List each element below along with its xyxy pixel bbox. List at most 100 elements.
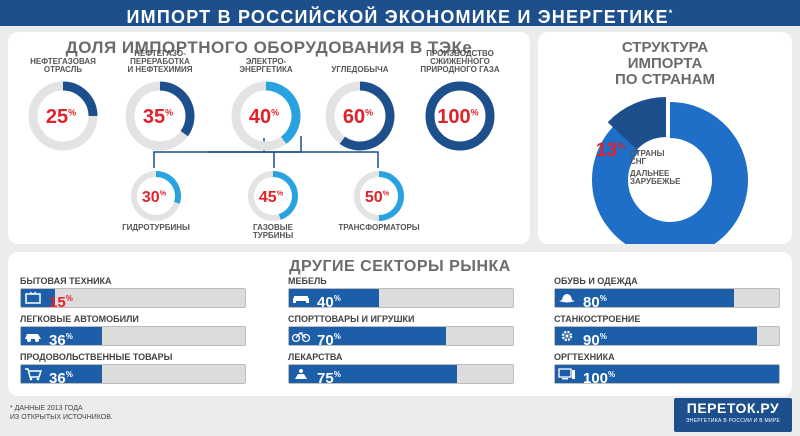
structure-title: СТРУКТУРА ИМПОРТА ПО СТРАНАМ xyxy=(538,40,792,88)
pie-label-far-abroad: ДАЛЬНЕЕ ЗАРУБЕЖЬЕ xyxy=(630,169,681,186)
donut-arc xyxy=(272,171,298,220)
donut-arc xyxy=(425,81,495,151)
donut-top-4: 100% ПРОИЗВОДСТВО СЖИЖЕННОГО ПРИРОДНОГО ГАЗ… xyxy=(420,49,500,151)
donut-unit: % xyxy=(271,108,279,118)
pie-hole xyxy=(629,139,711,221)
donut-arc xyxy=(265,81,301,144)
bar-value: 100% xyxy=(583,370,616,387)
structure-title-line: ПО СТРАНАМ xyxy=(615,71,715,88)
bar-label: СПОРТТОВАРЫ И ИГРУШКИ xyxy=(288,314,415,324)
donut-unit: % xyxy=(165,108,173,118)
teke-panel: ДОЛЯ ИМПОРТНОГО ОБОРУДОВАНИЯ В ТЭКе 25% Н… xyxy=(8,32,530,244)
donut-label: ГИДРОТУРБИНЫ xyxy=(122,223,190,232)
donut-unit: % xyxy=(160,189,167,198)
bar-value: 36% xyxy=(49,332,73,349)
teke-donut-chart: 25% НЕФТЕГАЗОВАЯ ОТРАСЛЬ 35% НЕФТЕГАЗО-ПЕРЕР… xyxy=(28,49,500,240)
teke-title: ДОЛЯ ИМПОРТНОГО ОБОРУДОВАНИЯ В ТЭКе xyxy=(65,38,473,57)
bar-track: 75% xyxy=(288,364,514,387)
donut-unit: % xyxy=(365,108,373,118)
donut-unit: % xyxy=(68,108,76,118)
donut-arc xyxy=(159,81,195,137)
donut-value: 30% xyxy=(142,189,167,206)
connector-lines xyxy=(153,136,379,168)
computer-icon xyxy=(556,366,578,382)
donut-top-1: 35% НЕФТЕГАЗО-ПЕРЕРАБОТКА И НЕФТЕХИМИЯ xyxy=(125,49,195,151)
donut-value: 35% xyxy=(143,106,173,128)
donut-sub-1: 45% ГАЗОВЫЕ ТУРБИНЫ xyxy=(248,171,298,240)
car-icon xyxy=(22,328,44,344)
donut-value: 25% xyxy=(46,106,76,128)
footnote: * ДАННЫЕ 2013 ГОДА ИЗ ОТКРЫТЫХ ИСТОЧНИКОВ… xyxy=(10,404,113,422)
pie-unit: % xyxy=(617,141,625,151)
donut-arc xyxy=(62,81,98,117)
bar-fill xyxy=(289,327,446,345)
medicine-icon xyxy=(290,366,312,382)
bar-label: ОРГТЕХНИКА xyxy=(554,352,615,362)
bar-track: 15% xyxy=(20,288,246,311)
market-panel: ДРУГИЕ СЕКТОРЫ РЫНКА БЫТОВАЯ ТЕХНИКА 15% Л… xyxy=(8,252,792,396)
bar-track: 100% xyxy=(554,364,780,387)
bar-fill xyxy=(555,289,734,307)
gear-icon xyxy=(556,328,578,344)
structure-title-line: СТРУКТУРА xyxy=(621,39,709,56)
donut-top-3: 60% УГЛЕДОБЫЧА xyxy=(325,65,395,151)
pie-slice-cis xyxy=(607,97,667,151)
tv-icon xyxy=(22,290,44,306)
donut-label: ТРАНСФОРМАТОРЫ xyxy=(338,223,419,232)
logo-name: ПЕРЕТОК.РУ xyxy=(686,400,780,416)
bar-value: 70% xyxy=(317,332,341,349)
bar-value: 90% xyxy=(583,332,607,349)
sofa-icon xyxy=(290,290,312,306)
bar-value: 15% xyxy=(49,294,73,311)
donut-label: ГАЗОВЫЕ ТУРБИНЫ xyxy=(253,223,294,240)
donut-arc xyxy=(155,171,181,204)
donut-unit: % xyxy=(383,189,390,198)
donut-label: НЕФТЕГАЗО-ПЕРЕРАБОТКА И НЕФТЕХИМИЯ xyxy=(127,49,192,74)
donut-label: ПРОИЗВОДСТВО СЖИЖЕННОГО ПРИРОДНОГО ГАЗА xyxy=(420,49,500,74)
bar-label: ПРОДОВОЛЬСТВЕННЫЕ ТОВАРЫ xyxy=(20,352,173,362)
market-title: ДРУГИЕ СЕКТОРЫ РЫНКА xyxy=(289,258,511,275)
pie-slice-far-abroad xyxy=(592,102,748,244)
bar-track: 36% xyxy=(20,364,246,387)
bar-fill xyxy=(555,327,757,345)
structure-panel: СТРУКТУРА ИМПОРТА ПО СТРАНАМ 13% СТРАНЫ СНГ Д… xyxy=(538,32,792,244)
donut-label: УГЛЕДОБЫЧА xyxy=(331,65,388,74)
page-header: ИМПОРТ В РОССИЙСКОЙ ЭКОНОМИКЕ И ЭНЕРГЕТИ… xyxy=(0,0,800,27)
peretok-logo: ПЕРЕТОК.РУ ЭНЕРГЕТИКА В РОССИИ И В МИРЕ xyxy=(674,398,792,432)
donut-value: 45% xyxy=(259,189,284,206)
bar-value: 36% xyxy=(49,370,73,387)
donut-label: ЭЛЕКТРО-ЭНЕРГЕТИКА xyxy=(239,57,293,74)
pie-label-cis: СТРАНЫ СНГ xyxy=(630,149,665,166)
bar-value: 80% xyxy=(583,294,607,311)
bar-label: ЛЕКАРСТВА xyxy=(288,352,343,362)
bar-label: МЕБЕЛЬ xyxy=(288,276,327,286)
footnote-line: ИЗ ОТКРЫТЫХ ИСТОЧНИКОВ. xyxy=(10,414,113,421)
donut-top-0: 25% НЕФТЕГАЗОВАЯ ОТРАСЛЬ xyxy=(28,57,98,151)
bar-label: БЫТОВАЯ ТЕХНИКА xyxy=(20,276,112,286)
bar-fill xyxy=(555,365,779,383)
bar-label: СТАНКОСТРОЕНИЕ xyxy=(554,314,641,324)
footnote-line: * ДАННЫЕ 2013 ГОДА xyxy=(10,405,83,412)
donut-value: 50% xyxy=(365,189,390,206)
bar-track: 90% xyxy=(554,326,780,349)
donut-unit: % xyxy=(471,108,479,118)
bar-track: 40% xyxy=(288,288,514,311)
bar-track: 36% xyxy=(20,326,246,349)
donut-arc xyxy=(339,81,395,151)
bar-value: 75% xyxy=(317,370,341,387)
bar-track: 70% xyxy=(288,326,514,349)
shopping-cart-icon xyxy=(22,366,44,382)
donut-sub-2: 50% ТРАНСФОРМАТОРЫ xyxy=(338,171,420,232)
bar-track: 80% xyxy=(554,288,780,311)
bar-label: ОБУВЬ И ОДЕЖДА xyxy=(554,276,638,286)
donut-top-2: 40% ЭЛЕКТРО-ЭНЕРГЕТИКА xyxy=(231,57,301,151)
donut-arc xyxy=(378,171,404,221)
donut-sub-0: 30% ГИДРОТУРБИНЫ xyxy=(122,171,190,232)
bar-value: 40% xyxy=(317,294,341,311)
donut-label: НЕФТЕГАЗОВАЯ ОТРАСЛЬ xyxy=(30,57,96,74)
donut-value: 40% xyxy=(249,106,279,128)
footnote-mark: * xyxy=(668,8,674,18)
structure-title-line: ИМПОРТА xyxy=(627,55,703,72)
donut-value: 60% xyxy=(343,106,373,128)
